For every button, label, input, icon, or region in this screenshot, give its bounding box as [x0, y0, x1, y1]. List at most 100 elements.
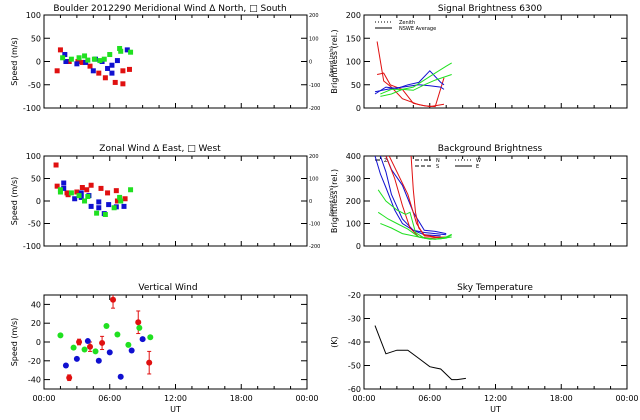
- plot-frame: [43, 294, 308, 390]
- data-layer: [53, 162, 134, 217]
- series-line-temp: [374, 325, 466, 381]
- chart-title: Vertical Wind: [138, 283, 197, 293]
- data-point: [84, 187, 90, 193]
- x-axis-label: UT: [490, 405, 501, 414]
- data-point: [85, 194, 91, 199]
- data-point: [109, 70, 115, 76]
- x-tick-label: 12:00: [484, 394, 507, 403]
- y2-tick-label: -100: [309, 222, 320, 228]
- series-line-green-3: [380, 223, 452, 240]
- x-tick-label: 00:00: [352, 394, 375, 403]
- data-point: [88, 203, 94, 209]
- data-point: [118, 198, 124, 204]
- data-point: [113, 188, 119, 194]
- legend-label: N: [436, 158, 440, 164]
- data-point: [110, 296, 117, 303]
- y-axis-label: Brightness (rel.): [330, 169, 339, 233]
- data-point: [146, 359, 153, 366]
- series-line-red-2: [376, 72, 445, 108]
- y-tick-label: 150: [346, 34, 361, 43]
- x-tick-label: 12:00: [164, 394, 187, 403]
- data-point: [76, 339, 83, 345]
- x-tick-label: 06:00: [98, 394, 121, 403]
- data-point: [82, 53, 88, 59]
- data-point: [105, 190, 111, 196]
- data-point: [97, 58, 103, 64]
- y-tick-label: 100: [26, 11, 41, 20]
- data-point: [87, 63, 93, 69]
- data-point: [126, 66, 132, 72]
- x-tick-label: 00:00: [32, 394, 55, 403]
- data-point: [66, 374, 73, 381]
- y-tick-label: 100: [26, 152, 41, 161]
- x-tick-label: 00:00: [615, 394, 638, 403]
- y-tick-label: -50: [28, 220, 41, 229]
- data-point: [65, 192, 71, 198]
- y-tick-label: 50: [31, 34, 41, 43]
- y-tick-label: -100: [23, 242, 41, 251]
- y-tick-label: -60: [348, 385, 361, 394]
- data-point: [96, 205, 102, 211]
- data-point: [105, 65, 111, 71]
- data-point: [117, 194, 123, 200]
- data-point: [94, 210, 100, 216]
- y2-tick-label: 0: [309, 199, 312, 205]
- data-point: [72, 196, 78, 202]
- chart-title: Signal Brightness 6300: [438, 4, 542, 14]
- y-tick-label: 50: [351, 81, 361, 90]
- data-point: [54, 183, 60, 189]
- y-tick-label: -20: [348, 291, 361, 300]
- chart-title: Background Brightness: [438, 144, 543, 154]
- plot-frame: [363, 155, 628, 247]
- data-point: [103, 323, 110, 330]
- data-point: [91, 56, 97, 62]
- y2-tick-label: -200: [309, 244, 320, 250]
- chart-title: Boulder 2012290 Meridional Wind Δ North,…: [53, 4, 286, 14]
- data-point: [68, 190, 74, 196]
- data-point: [74, 61, 80, 67]
- data-layer: [374, 325, 466, 381]
- data-point: [96, 70, 102, 76]
- data-point: [73, 355, 80, 362]
- data-point: [62, 52, 68, 58]
- y-tick-label: -100: [23, 104, 41, 113]
- y2-tick-label: 100: [309, 177, 319, 183]
- y-axis-label: Brightness (rel.): [330, 29, 339, 93]
- data-point: [87, 343, 94, 350]
- data-point: [98, 185, 104, 191]
- data-layer: [54, 45, 134, 87]
- data-point: [76, 193, 82, 199]
- y-axis-label: (K): [330, 336, 339, 348]
- x-tick-label: 18:00: [550, 394, 573, 403]
- chart-title: Zonal Wind Δ East, □ West: [99, 144, 221, 154]
- chart-zonal: Zonal Wind Δ East, □ West -100 -50 0 50 100 Sp…: [10, 144, 335, 251]
- data-point: [57, 187, 63, 193]
- data-point: [147, 334, 154, 341]
- legend-label: W: [476, 158, 481, 164]
- data-point: [114, 198, 120, 204]
- legend-label: S: [436, 164, 439, 170]
- data-point: [84, 338, 91, 345]
- data-point: [106, 349, 113, 356]
- data-point: [88, 182, 94, 188]
- data-point: [78, 190, 84, 196]
- chart-skytemp: Sky Temperature -60 -50 -40 -30 -20 (K) 00:00 06…: [330, 283, 639, 414]
- y-axis-label: Speed (m/s): [10, 177, 19, 226]
- legend-label: NSWE Average: [399, 26, 436, 32]
- data-point: [128, 49, 134, 55]
- y-tick-label: -40: [348, 338, 361, 347]
- data-point: [62, 362, 69, 369]
- data-point: [121, 203, 127, 209]
- data-point: [61, 180, 67, 186]
- data-point: [139, 336, 146, 343]
- legend-label: Z: [384, 158, 388, 164]
- series-line-red-3: [388, 156, 441, 238]
- y2-axis-label: Speed (m/s): [329, 46, 335, 76]
- data-point: [117, 373, 124, 380]
- data-point: [114, 331, 121, 338]
- y-tick-label: 0: [356, 242, 361, 251]
- data-point: [76, 55, 82, 61]
- data-point: [61, 185, 67, 191]
- series-line-blue-1: [374, 70, 445, 95]
